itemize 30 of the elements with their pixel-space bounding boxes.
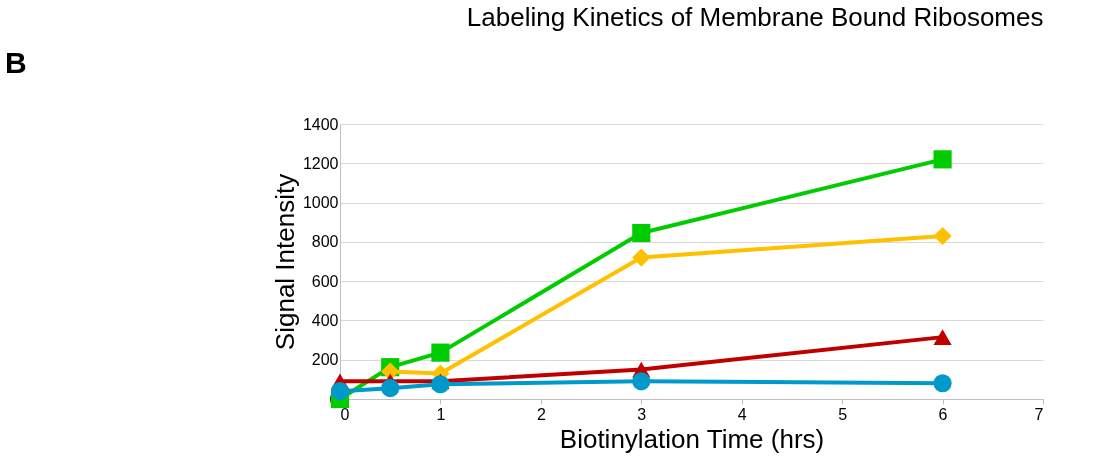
y-tick-label: 400 <box>311 311 339 329</box>
x-tick-label: 4 <box>737 405 747 423</box>
x-tick-label: 7 <box>1034 405 1044 423</box>
point <box>431 375 450 394</box>
point <box>632 372 651 391</box>
chart-title: Labeling Kinetics of Membrane Bound Ribosomes <box>466 2 1044 32</box>
x-tick-label: 2 <box>536 405 546 423</box>
x-tick-label: 0 <box>340 405 350 423</box>
y-tick-label: 1200 <box>302 154 339 172</box>
y-axis-title: Signal Intensity <box>269 173 300 351</box>
point <box>933 150 952 169</box>
point <box>632 223 651 243</box>
point <box>330 382 350 401</box>
y-tick-label: 1000 <box>302 194 339 212</box>
text: B <box>5 46 27 79</box>
point <box>632 248 651 267</box>
point <box>933 226 952 246</box>
point <box>933 329 952 345</box>
x-tick-label: 3 <box>637 405 647 423</box>
x-axis-title: Biotinylation Time (hrs) <box>559 423 825 454</box>
y-tick-label: 600 <box>311 272 339 290</box>
x-tick-label: 5 <box>838 405 848 423</box>
x-tick-label: 1 <box>436 405 446 423</box>
point <box>431 343 450 362</box>
y-tick-label: 200 <box>311 351 339 369</box>
point <box>933 374 952 393</box>
point <box>381 379 400 398</box>
y-tick-label: 1400 <box>302 115 339 133</box>
y-tick-label: 800 <box>311 233 339 251</box>
x-tick-label: 6 <box>938 405 948 423</box>
